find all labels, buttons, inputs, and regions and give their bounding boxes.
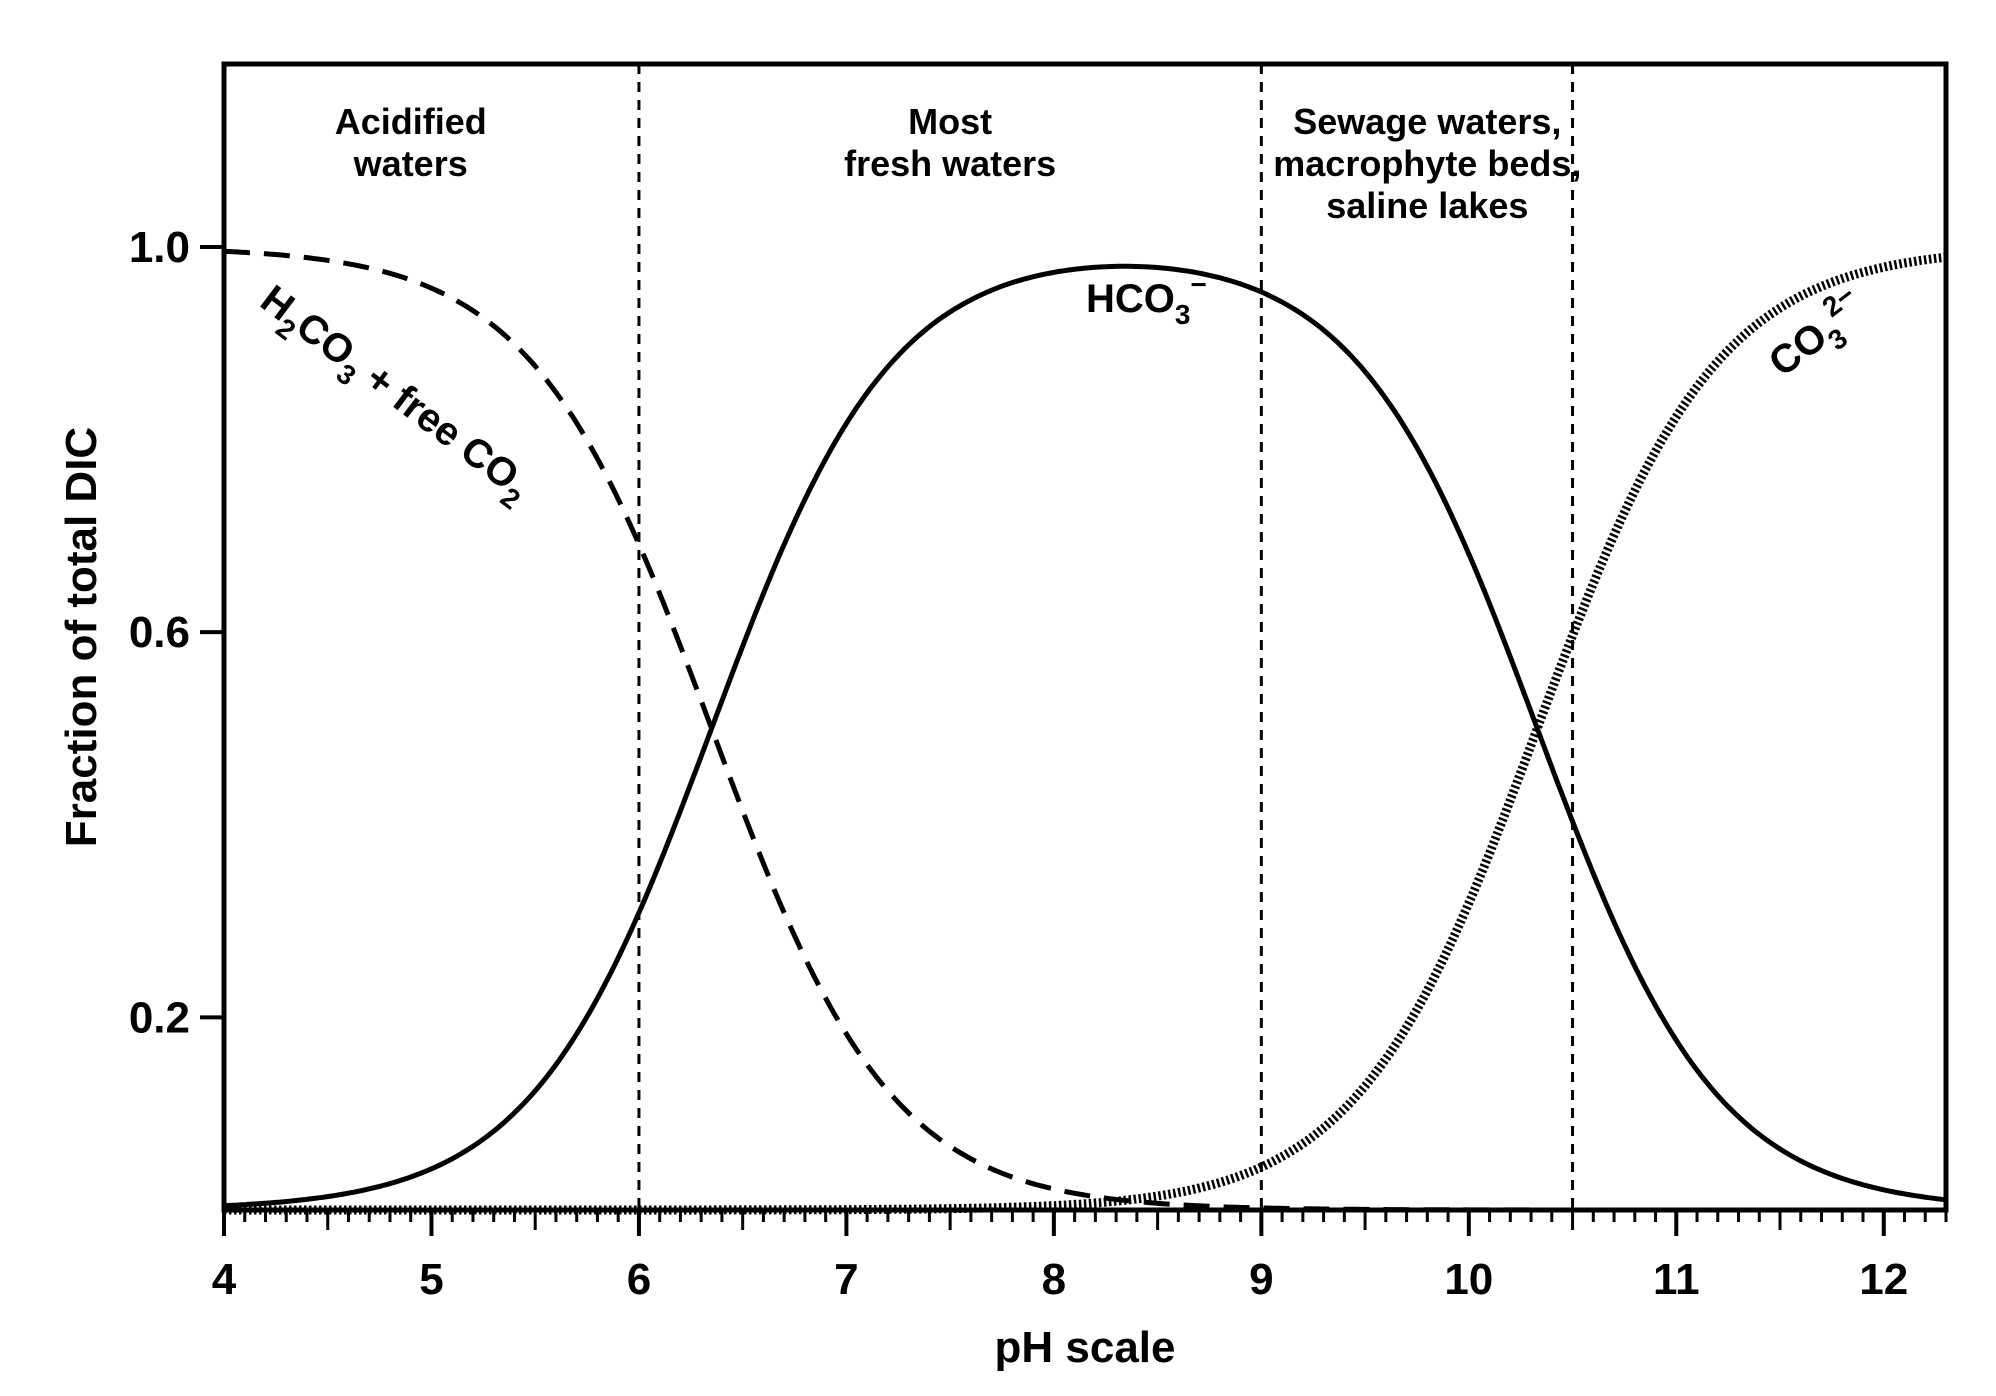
x-tick-label: 4 <box>212 1255 237 1304</box>
label-co3: CO32− <box>1756 279 1879 392</box>
x-tick-label: 11 <box>1653 1255 1700 1304</box>
y-tick-label: 0.2 <box>129 993 190 1042</box>
region-label-1: Most fresh waters <box>844 101 1056 184</box>
region-label-line: Sewage waters, <box>1293 101 1561 142</box>
x-tick-label: 8 <box>1042 1255 1066 1304</box>
region-label-2: Sewage waters, macrophyte beds, saline lak… <box>1273 101 1581 226</box>
series-line-dashed <box>223 248 1946 1213</box>
y-tick-label: 1.0 <box>129 223 190 272</box>
x-tick-label: 5 <box>419 1255 443 1304</box>
axis-ticks <box>200 244 1948 1236</box>
region-label-line: saline lakes <box>1326 185 1528 226</box>
region-dividers <box>637 64 1575 1210</box>
region-label-0: Acidified waters <box>335 101 487 184</box>
x-tick-label: 7 <box>834 1255 858 1304</box>
curve-label-part: HCO <box>1086 277 1175 321</box>
curve-label-part: + free CO <box>348 349 526 499</box>
region-label-line: macrophyte beds, <box>1273 143 1581 184</box>
curve-label-part: − <box>1190 269 1206 300</box>
region-label-line: waters <box>353 143 468 184</box>
region-label-line: fresh waters <box>844 143 1056 184</box>
x-axis-title: pH scale <box>995 1323 1176 1372</box>
label-h2co3-free-co2: H2CO3 + free CO2 <box>247 277 539 515</box>
region-label-line: Acidified <box>335 101 487 142</box>
chart-labels: Acidified waters Most fresh waters Sewage wa… <box>129 101 1908 1304</box>
series-curves <box>223 248 1947 1215</box>
x-tick-label: 9 <box>1249 1255 1273 1304</box>
series-line-dotted <box>224 252 1947 1215</box>
x-tick-label: 6 <box>627 1255 651 1304</box>
label-hco3: HCO3− <box>1086 269 1207 330</box>
curve-label-part: 3 <box>1175 299 1191 330</box>
region-label-line: Most <box>908 101 992 142</box>
curve-label-part: CO <box>1761 314 1835 385</box>
y-axis-title: Fraction of total DIC <box>57 427 106 847</box>
y-tick-label: 0.6 <box>129 608 190 657</box>
series-line-solid <box>223 263 1947 1209</box>
plot-frame <box>221 61 1949 1213</box>
x-tick-label: 10 <box>1444 1255 1493 1304</box>
x-tick-label: 12 <box>1859 1255 1908 1304</box>
